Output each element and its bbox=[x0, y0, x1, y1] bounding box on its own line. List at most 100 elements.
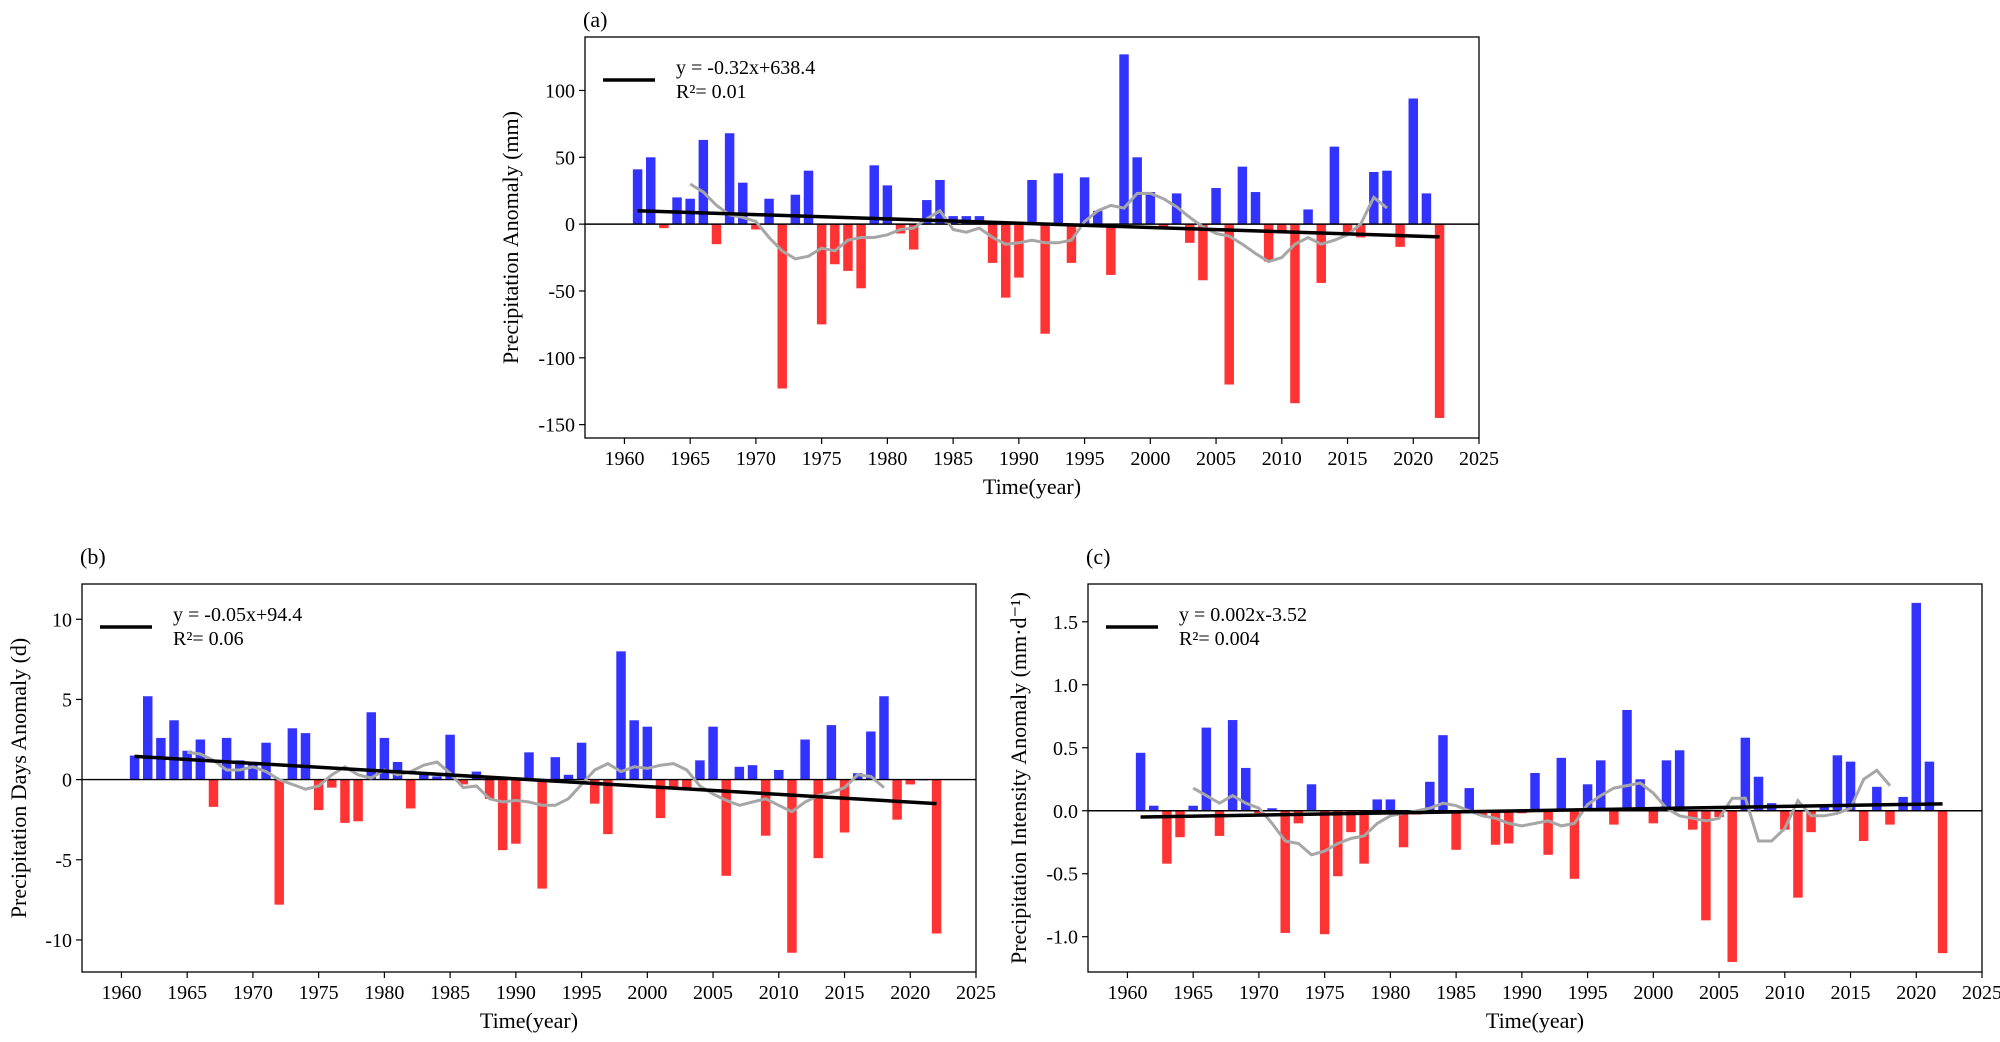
x-tick-label: 2025 bbox=[1459, 448, 1499, 470]
bar-2003 bbox=[1185, 224, 1195, 243]
x-tick-label: 1960 bbox=[101, 982, 141, 1004]
y-tick-label: 0.5 bbox=[1053, 738, 1078, 760]
bar-1992 bbox=[1543, 810, 1553, 855]
bar-1975 bbox=[313, 779, 324, 811]
y-tick-label: 0 bbox=[565, 214, 575, 236]
bar-1965 bbox=[1188, 805, 1198, 811]
x-axis-title: Time(year) bbox=[480, 1008, 578, 1033]
x-tick-label: 1975 bbox=[802, 448, 842, 470]
x-tick-label: 1990 bbox=[1502, 982, 1542, 1004]
bar-2006 bbox=[1727, 810, 1737, 962]
x-tick-label: 1990 bbox=[999, 448, 1039, 470]
bar-1992 bbox=[1040, 224, 1050, 334]
x-tick-label: 1965 bbox=[670, 448, 710, 470]
bar-1996 bbox=[1596, 760, 1606, 811]
bar-1970 bbox=[1254, 810, 1264, 814]
bar-2017 bbox=[866, 731, 876, 780]
x-tick-label: 1980 bbox=[867, 448, 907, 470]
bar-1978 bbox=[353, 779, 363, 822]
bar-1971 bbox=[764, 198, 774, 225]
bar-2007 bbox=[1740, 737, 1751, 811]
bar-2018 bbox=[879, 696, 889, 780]
bar-2018 bbox=[1382, 170, 1392, 225]
bar-2005 bbox=[1211, 188, 1221, 225]
bar-1976 bbox=[830, 224, 840, 265]
x-tick-label: 2010 bbox=[1262, 448, 1302, 470]
bar-2022 bbox=[1434, 224, 1445, 418]
bar-2010 bbox=[774, 769, 784, 780]
bar-1985 bbox=[445, 734, 455, 780]
legend-equation: y = -0.05x+94.4 bbox=[173, 604, 302, 626]
bar-2003 bbox=[1688, 810, 1698, 830]
y-tick-label: 0 bbox=[62, 770, 72, 792]
bar-1964 bbox=[1175, 810, 1185, 838]
bar-2002 bbox=[1171, 193, 1182, 225]
bar-2020 bbox=[1911, 602, 1921, 811]
bar-2011 bbox=[1793, 810, 1803, 898]
bar-1977 bbox=[843, 224, 853, 271]
panel-c: 1960 1965 1970 1975 1980 1985 1990 1995 2000 2005… bbox=[1006, 544, 2000, 1033]
bar-1979 bbox=[366, 712, 376, 780]
bar-1983 bbox=[419, 773, 429, 780]
bar-1988 bbox=[1490, 810, 1501, 845]
bar-2011 bbox=[787, 779, 797, 953]
legend-r-squared: R²= 0.06 bbox=[173, 628, 244, 650]
bar-2012 bbox=[1806, 810, 1816, 833]
bar-1986 bbox=[1464, 788, 1474, 811]
y-tick-label: -10 bbox=[45, 930, 72, 952]
x-tick-label: 2010 bbox=[759, 982, 799, 1004]
bar-1984 bbox=[432, 776, 442, 780]
bar-1998 bbox=[616, 651, 626, 780]
bar-2011 bbox=[1290, 224, 1300, 404]
x-tick-label: 2020 bbox=[890, 982, 930, 1004]
x-tick-label: 1995 bbox=[562, 982, 602, 1004]
bar-1974 bbox=[300, 733, 311, 780]
x-tick-label: 1960 bbox=[1107, 982, 1147, 1004]
bar-1993 bbox=[1556, 757, 1567, 811]
trend-line bbox=[134, 754, 937, 806]
x-tick-label: 1960 bbox=[604, 448, 644, 470]
bar-2013 bbox=[813, 779, 823, 859]
bar-1980 bbox=[379, 737, 390, 780]
legend-r-squared: R²= 0.01 bbox=[676, 81, 747, 103]
bar-1995 bbox=[1582, 784, 1593, 811]
bar-1989 bbox=[1503, 810, 1514, 844]
x-tick-label: 1995 bbox=[1065, 448, 1105, 470]
x-tick-label: 2000 bbox=[1633, 982, 1673, 1004]
bar-2016 bbox=[1355, 224, 1366, 238]
x-tick-label: 1995 bbox=[1568, 982, 1608, 1004]
bar-2006 bbox=[1224, 224, 1234, 385]
bar-1999 bbox=[629, 720, 639, 780]
bar-2022 bbox=[1937, 810, 1948, 954]
bar-2021 bbox=[1924, 761, 1935, 811]
bar-1994 bbox=[1066, 224, 1077, 263]
bar-2013 bbox=[1316, 224, 1326, 283]
trend-line bbox=[1140, 802, 1943, 819]
x-tick-label: 1965 bbox=[167, 982, 207, 1004]
legend-equation: y = 0.002x-3.52 bbox=[1179, 604, 1307, 626]
bar-2015 bbox=[1342, 224, 1353, 233]
bar-1983 bbox=[1425, 781, 1435, 811]
bar-1968 bbox=[221, 737, 232, 780]
bar-1991 bbox=[1530, 772, 1540, 811]
plot-frame bbox=[1087, 583, 1983, 973]
bar-1979 bbox=[869, 165, 879, 225]
bar-1984 bbox=[935, 180, 945, 225]
bar-2004 bbox=[1198, 224, 1208, 281]
x-tick-label: 1975 bbox=[299, 982, 339, 1004]
bar-1996 bbox=[590, 779, 600, 804]
bar-2015 bbox=[839, 779, 850, 833]
bar-2014 bbox=[826, 725, 837, 780]
bar-1988 bbox=[987, 224, 998, 263]
bar-1961 bbox=[632, 169, 643, 225]
bar-2005 bbox=[1714, 810, 1724, 818]
bar-1971 bbox=[1267, 808, 1277, 811]
bar-1994 bbox=[1569, 810, 1580, 879]
bar-1999 bbox=[1132, 157, 1142, 225]
bar-2012 bbox=[1303, 209, 1313, 225]
bar-1995 bbox=[576, 742, 587, 780]
x-tick-label: 1985 bbox=[933, 448, 973, 470]
bar-2001 bbox=[1661, 760, 1672, 811]
bar-1988 bbox=[484, 779, 495, 799]
y-tick-label: -150 bbox=[538, 415, 575, 437]
